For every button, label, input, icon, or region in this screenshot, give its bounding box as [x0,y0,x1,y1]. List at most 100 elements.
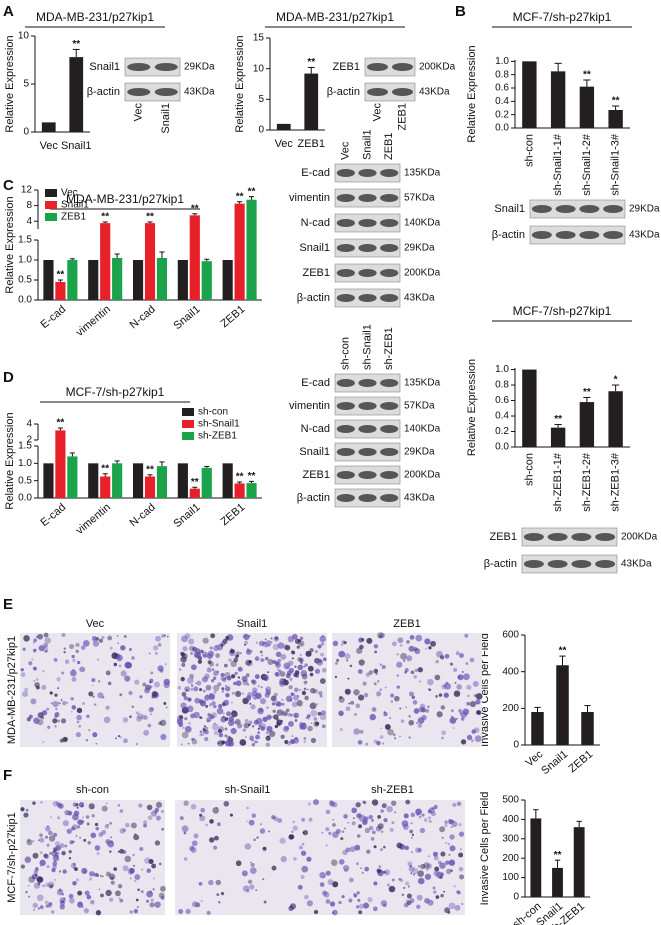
stained-cell [384,723,391,730]
stained-cell [365,742,369,746]
stained-cell [280,734,285,739]
stained-cell [410,872,413,875]
stained-cell [338,650,346,658]
significance: * [614,375,618,386]
significance: ** [146,212,154,223]
stained-cell [213,722,216,725]
stained-cell [40,801,43,804]
x-tick-label: sh-Snail1-1# [552,133,564,196]
stained-cell [301,865,309,873]
stained-cell [182,726,185,730]
stained-cell [190,684,194,687]
stained-cell [133,909,139,914]
stained-cell [134,679,140,685]
stained-cell [217,728,223,734]
stained-cell [124,675,131,682]
stained-cell [418,680,421,683]
stained-cell [163,702,167,705]
x-tick-label: Vec [40,140,59,152]
stained-cell [466,701,470,706]
x-tick-label: vimentin [74,303,113,339]
stained-cell [302,829,309,836]
stained-cell [51,910,55,914]
stained-cell [455,717,458,720]
stained-cell [433,855,439,861]
stained-cell [289,677,293,681]
stained-cell [47,725,51,729]
stained-cell [262,716,268,722]
stained-cell [74,867,78,871]
stained-cell [415,721,419,725]
blot-band [358,169,377,177]
y-axis-label: Relative Expression [466,359,478,456]
stained-cell [50,884,54,887]
stained-cell [25,808,29,812]
bar [55,282,66,300]
panel-letter: F [3,767,12,784]
stained-cell [39,859,46,866]
stained-cell [231,710,238,718]
stained-cell [215,653,220,658]
stained-cell [461,670,464,674]
stained-cell [300,669,308,677]
stained-cell [427,855,430,858]
blot-row-label: β-actin [87,86,120,98]
blot-band [336,494,355,502]
stained-cell [462,708,470,716]
stained-cell [46,707,50,711]
stained-cell [429,820,432,823]
stained-cell [205,704,209,708]
stained-cell [356,862,360,866]
stained-cell [341,895,345,899]
stained-cell [227,719,235,727]
blot-band [380,402,399,410]
stained-cell [165,706,168,709]
blot-strip [364,57,416,77]
stained-cell [471,729,476,734]
stained-cell [110,836,112,839]
stained-cell [220,644,224,647]
blot-band [358,219,377,227]
stained-cell [283,662,291,670]
blot-row-label: β-actin [327,86,360,98]
chart-title: MCF-7/sh-p27kip1 [513,10,612,24]
stained-cell [49,851,53,855]
y-tick-label: 400 [502,666,519,677]
stained-cell [207,713,211,717]
stained-cell [239,739,247,746]
stained-cell [389,827,394,832]
blot-row-label: ZEB1 [302,267,330,279]
stained-cell [35,874,38,877]
y-tick-label: 1.5 [18,235,32,246]
stained-cell [81,805,84,808]
stained-cell [394,811,397,814]
stained-cell [155,652,158,655]
significance: ** [583,387,591,398]
stained-cell [216,707,224,715]
stained-cell [258,724,262,728]
stained-cell [280,856,287,863]
stained-cell [117,883,123,889]
stained-cell [272,660,277,664]
blot-row-label: Snail1 [299,446,330,458]
stained-cell [377,823,384,830]
blot-band [380,471,399,479]
stained-cell [344,827,346,830]
stained-cell [37,633,44,640]
blot-row-label: N-cad [301,423,330,435]
stained-cell [146,804,153,811]
stained-cell [54,851,60,857]
stained-cell [206,667,212,673]
bar [189,215,200,300]
legend-swatch [182,420,194,428]
stained-cell [401,893,405,897]
stained-cell [466,684,472,690]
stained-cell [284,726,290,731]
blot-strip [124,82,181,102]
stained-cell [196,680,202,686]
stained-cell [90,899,95,905]
blot-strip [521,554,618,574]
stained-cell [329,800,335,807]
stained-cell [318,690,323,696]
stained-cell [405,799,411,805]
